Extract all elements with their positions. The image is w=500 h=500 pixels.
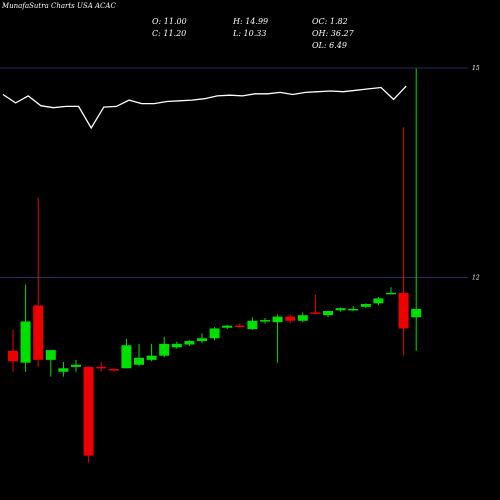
stat-high: H: 14.99 — [233, 17, 269, 26]
candle-body — [33, 305, 44, 360]
stat-ol: OL: 6.49 — [312, 41, 347, 50]
y-tick-label-12: 12 — [472, 274, 480, 281]
candle-body — [360, 304, 371, 307]
brand-text: MunafaSutra Charts USA — [2, 2, 93, 10]
stat-close: C: 11.20 — [152, 29, 187, 38]
candle-body — [58, 368, 69, 372]
candle-body — [20, 321, 31, 363]
candle-body — [411, 308, 422, 318]
candle-body — [398, 292, 409, 329]
candle-body — [83, 366, 94, 456]
candle-body — [96, 366, 107, 369]
candle-body — [373, 298, 384, 304]
y-tick-label-15: 15 — [472, 65, 480, 72]
candle-body — [310, 312, 321, 314]
candle-body — [297, 315, 308, 321]
candle-body — [134, 357, 144, 365]
candle-body — [222, 325, 233, 328]
candle-body — [159, 343, 170, 356]
candle-body — [272, 316, 283, 323]
overlay-line — [2, 85, 407, 130]
candle-body — [323, 310, 333, 316]
symbol-text: ACAC — [94, 2, 116, 10]
candle-body — [108, 368, 119, 371]
candle-body — [45, 350, 56, 360]
candle-body — [184, 341, 195, 345]
candle-body — [247, 320, 258, 330]
stat-oc: OC: 1.82 — [312, 17, 348, 26]
candle-body — [209, 328, 220, 339]
candle-body — [335, 308, 346, 311]
candle-body — [121, 345, 132, 369]
candle-body — [386, 292, 396, 295]
candle-body — [8, 350, 18, 362]
brand-title: MunafaSutra Charts USA ACAC — [2, 2, 116, 10]
stat-oh: OH: 36.27 — [312, 29, 354, 38]
stat-low: L: 10.33 — [233, 29, 267, 38]
candle-body — [146, 355, 157, 360]
candle-body — [260, 320, 270, 322]
stat-open: O: 11.00 — [152, 17, 187, 26]
candle-body — [71, 364, 81, 367]
candle-body — [197, 338, 207, 342]
candle-body — [285, 316, 296, 321]
candle-body — [348, 308, 359, 311]
candle-body — [171, 343, 182, 348]
candle-body — [234, 325, 245, 328]
